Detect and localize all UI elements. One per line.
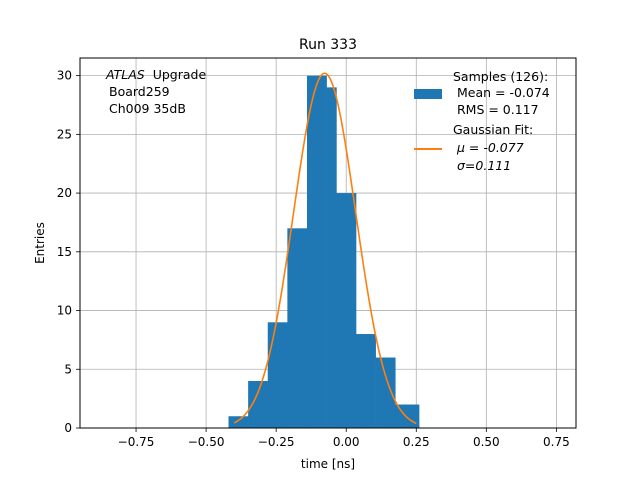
- annotation-atlas: ATLAS: [105, 67, 145, 82]
- annotation-line-2: Board259: [109, 84, 170, 99]
- y-tick-label: 20: [57, 186, 72, 200]
- histogram-bar: [395, 404, 406, 428]
- legend-samples-mean: Mean = -0.074: [453, 85, 550, 100]
- histogram-bar: [306, 75, 318, 428]
- histogram-bar: [238, 416, 249, 428]
- x-tick-label: 0.00: [333, 435, 360, 449]
- histogram-bar: [405, 404, 416, 428]
- y-tick-label: 30: [57, 69, 72, 83]
- legend-samples-header: Samples (126):: [453, 69, 548, 84]
- plot-frame: [79, 57, 577, 429]
- y-tick-label: 10: [57, 304, 72, 318]
- legend-samples-rms: RMS = 0.117: [453, 102, 539, 117]
- legend-samples-swatch: [414, 89, 442, 99]
- histogram-bar: [326, 87, 337, 428]
- x-tick-label: −0.50: [188, 435, 225, 449]
- histogram-bar: [414, 404, 420, 428]
- legend-fit-mu: μ = -0.077: [456, 140, 524, 155]
- histogram-bar: [277, 322, 288, 428]
- histogram-bar: [267, 322, 278, 428]
- histogram-bar: [287, 228, 298, 428]
- x-tick-label: 0.25: [403, 435, 430, 449]
- chart-title: Run 333: [299, 37, 357, 53]
- histogram-bar: [346, 193, 357, 428]
- histogram-bar: [365, 334, 376, 428]
- histogram-bar: [375, 357, 386, 428]
- histogram-bar: [228, 416, 239, 428]
- legend-fit-header: Gaussian Fit:: [453, 122, 533, 137]
- y-axis-label: Entries: [33, 222, 47, 264]
- x-axis-label: time [ns]: [301, 457, 355, 471]
- histogram-bar: [385, 357, 396, 428]
- legend-fit-sigma: σ=0.111: [457, 158, 511, 173]
- histogram-bar: [297, 228, 308, 428]
- annotation-upgrade: Upgrade: [149, 67, 207, 82]
- histogram-bar: [356, 334, 367, 428]
- histogram-bars: [228, 75, 420, 428]
- histogram-bar: [248, 381, 259, 428]
- annotation-line-1: ATLAS Upgrade: [105, 67, 206, 82]
- gaussian-fit-curve: [233, 72, 417, 425]
- annotation-line-3: Ch009 35dB: [109, 101, 186, 116]
- histogram-bar: [336, 193, 347, 428]
- y-tick-label: 25: [57, 127, 72, 141]
- legend: Samples (126): Mean = -0.074 RMS = 0.117…: [414, 69, 550, 173]
- y-tick-label: 5: [64, 362, 72, 376]
- x-tick-label: −0.75: [118, 435, 155, 449]
- y-axis-ticks: 0 5 10 15 20 25 30: [57, 69, 80, 435]
- x-tick-label: 0.75: [543, 435, 570, 449]
- annotation-box: ATLAS Upgrade Board259 Ch009 35dB: [105, 67, 206, 116]
- x-tick-label: 0.50: [473, 435, 500, 449]
- histogram-bar: [257, 381, 269, 428]
- histogram-bar: [316, 75, 327, 428]
- y-tick-label: 0: [64, 421, 72, 435]
- x-tick-label: −0.25: [258, 435, 295, 449]
- y-tick-label: 15: [57, 245, 72, 259]
- x-axis-ticks: −0.75 −0.50 −0.25 0.00 0.25 0.50 0.75: [118, 428, 570, 449]
